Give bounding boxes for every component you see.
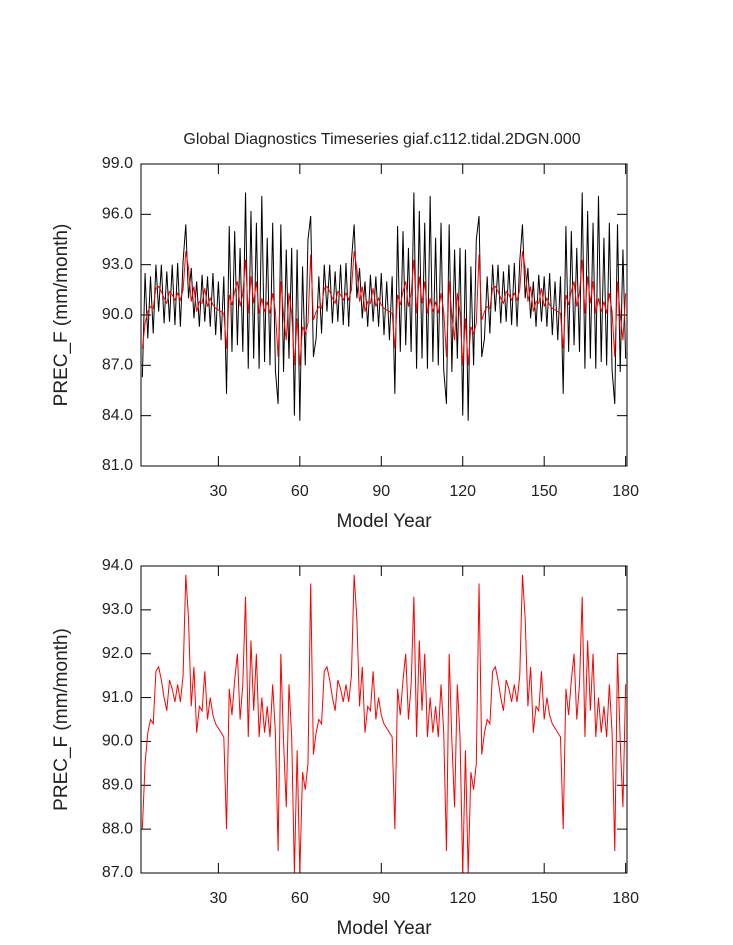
x-tick-label: 180 xyxy=(612,890,639,907)
x-tick-label: 60 xyxy=(291,483,309,500)
x-tick-label: 120 xyxy=(449,483,476,500)
x-axis-title: Model Year xyxy=(336,918,432,939)
x-tick-label: 180 xyxy=(612,483,639,500)
series-line xyxy=(141,574,627,874)
x-tick-label: 30 xyxy=(209,890,227,907)
chart-title: Global Diagnostics Timeseries giaf.c112.… xyxy=(183,131,580,148)
x-tick-label: 60 xyxy=(291,890,309,907)
y-tick-label: 93.0 xyxy=(102,601,133,618)
y-axis-title: PREC_F (mm/month) xyxy=(51,224,72,407)
x-axis-title: Model Year xyxy=(336,511,432,532)
y-tick-label: 84.0 xyxy=(102,407,133,424)
x-tick-label: 90 xyxy=(372,483,390,500)
y-tick-label: 89.0 xyxy=(102,777,133,794)
x-tick-label: 150 xyxy=(531,890,558,907)
y-tick-label: 92.0 xyxy=(102,645,133,662)
y-tick-label: 91.0 xyxy=(102,689,133,706)
y-tick-label: 96.0 xyxy=(102,206,133,223)
y-tick-label: 81.0 xyxy=(102,457,133,474)
x-tick-label: 90 xyxy=(372,890,390,907)
plot-frame xyxy=(140,163,628,467)
x-tick-label: 120 xyxy=(449,890,476,907)
y-tick-label: 90.0 xyxy=(102,733,133,750)
y-tick-label: 88.0 xyxy=(102,820,133,837)
y-tick-label: 99.0 xyxy=(102,155,133,172)
y-axis-title: PREC_F (mm/month) xyxy=(51,628,72,811)
y-tick-label: 90.0 xyxy=(102,306,133,323)
series-line xyxy=(141,192,627,421)
series-line xyxy=(141,251,627,366)
plot-frame xyxy=(140,565,628,874)
x-tick-label: 30 xyxy=(209,483,227,500)
x-tick-label: 150 xyxy=(531,483,558,500)
y-tick-label: 94.0 xyxy=(102,557,133,574)
y-tick-label: 87.0 xyxy=(102,864,133,881)
y-tick-label: 87.0 xyxy=(102,357,133,374)
y-tick-label: 93.0 xyxy=(102,256,133,273)
